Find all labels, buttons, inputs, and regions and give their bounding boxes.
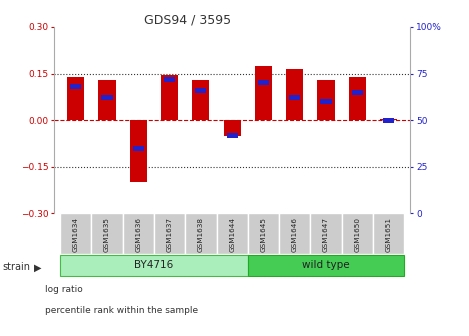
Text: GSM1650: GSM1650	[354, 217, 360, 252]
Bar	[227, 132, 238, 137]
FancyBboxPatch shape	[310, 213, 341, 254]
Bar	[67, 77, 84, 120]
Text: strain: strain	[2, 262, 30, 272]
Bar	[352, 90, 363, 95]
Bar	[286, 69, 303, 120]
Bar	[348, 77, 366, 120]
Text: ▶: ▶	[34, 263, 41, 273]
Text: GSM1647: GSM1647	[323, 217, 329, 252]
Text: log ratio: log ratio	[45, 286, 83, 294]
Text: GSM1644: GSM1644	[229, 217, 235, 252]
Text: wild type: wild type	[302, 260, 350, 270]
Bar	[98, 80, 116, 120]
Text: GDS94 / 3595: GDS94 / 3595	[144, 13, 231, 27]
Text: GSM1638: GSM1638	[198, 217, 204, 252]
FancyBboxPatch shape	[217, 213, 248, 254]
FancyBboxPatch shape	[341, 213, 373, 254]
FancyBboxPatch shape	[123, 213, 154, 254]
Bar	[161, 75, 178, 120]
Bar	[101, 95, 113, 100]
Bar	[380, 119, 397, 120]
FancyBboxPatch shape	[373, 213, 404, 254]
FancyBboxPatch shape	[248, 213, 279, 254]
Bar	[318, 80, 334, 120]
Text: GSM1634: GSM1634	[73, 217, 79, 252]
Text: GSM1635: GSM1635	[104, 217, 110, 252]
Bar	[224, 120, 241, 136]
Text: GSM1651: GSM1651	[386, 217, 392, 252]
Bar	[258, 80, 269, 85]
Text: GSM1646: GSM1646	[292, 217, 298, 252]
Bar	[195, 88, 206, 93]
Bar	[255, 66, 272, 120]
Bar	[320, 99, 332, 104]
Bar	[130, 120, 147, 182]
Text: GSM1645: GSM1645	[260, 217, 266, 252]
FancyBboxPatch shape	[185, 213, 217, 254]
Text: percentile rank within the sample: percentile rank within the sample	[45, 306, 198, 314]
FancyBboxPatch shape	[248, 255, 404, 276]
Bar	[164, 77, 175, 82]
Bar	[133, 145, 144, 151]
Text: BY4716: BY4716	[134, 260, 174, 270]
FancyBboxPatch shape	[60, 255, 248, 276]
Bar	[70, 84, 82, 89]
FancyBboxPatch shape	[60, 213, 91, 254]
FancyBboxPatch shape	[279, 213, 310, 254]
FancyBboxPatch shape	[91, 213, 123, 254]
Bar	[289, 95, 300, 100]
Text: GSM1636: GSM1636	[136, 217, 141, 252]
Text: GSM1637: GSM1637	[166, 217, 173, 252]
FancyBboxPatch shape	[154, 213, 185, 254]
Bar	[383, 118, 394, 123]
Bar	[192, 80, 210, 120]
